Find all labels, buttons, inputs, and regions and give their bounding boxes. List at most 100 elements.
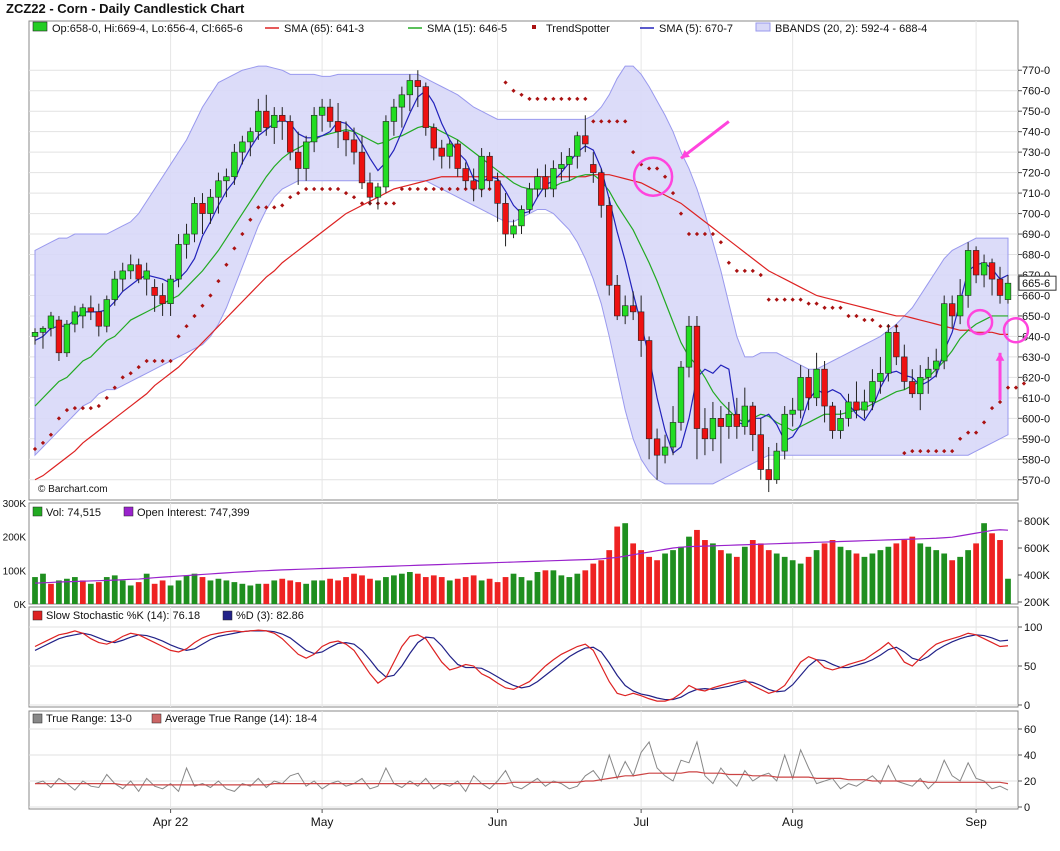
- volume-bar: [470, 575, 477, 604]
- volume-bar: [454, 578, 461, 604]
- last-price-label: 665-6: [1022, 278, 1050, 290]
- volume-bar: [885, 546, 892, 604]
- trendspotter-dot: [168, 358, 173, 364]
- volume-right-tick: 200K: [1024, 597, 1050, 609]
- candle: [350, 127, 358, 165]
- price-tick-label: 760-0: [1022, 86, 1050, 98]
- volume-bar: [630, 543, 637, 604]
- candle: [151, 279, 158, 312]
- trendspotter-dot: [128, 371, 133, 376]
- candle-body: [310, 114, 318, 143]
- candle: [956, 279, 964, 325]
- legend-label: %D (3): 82.86: [236, 610, 304, 622]
- trendspotter-dot: [966, 430, 971, 435]
- volume-bar: [127, 585, 134, 604]
- annotation-arrowhead: [681, 150, 690, 159]
- candle: [757, 418, 764, 480]
- chart-title: ZCZ22 - Corn - Daily Candlestick Chart: [6, 1, 245, 16]
- candle: [510, 219, 517, 239]
- trendspotter-dot: [423, 186, 428, 192]
- candle-body: [622, 305, 629, 317]
- candle: [988, 258, 996, 296]
- candle-body: [71, 311, 79, 325]
- candle-body: [885, 332, 892, 374]
- candle: [127, 254, 134, 280]
- tr-tick-label: 0: [1024, 802, 1030, 814]
- stoch-tick-label: 50: [1024, 661, 1036, 673]
- legend-swatch: [532, 25, 536, 29]
- candle: [454, 139, 461, 177]
- volume-bar: [566, 577, 573, 604]
- candle: [486, 152, 493, 189]
- tr-tick-label: 40: [1024, 750, 1036, 762]
- volume-bar: [550, 570, 557, 604]
- candle: [502, 193, 509, 247]
- trendspotter-dot: [216, 279, 221, 284]
- candle-body: [837, 418, 844, 431]
- volume-bar: [678, 546, 684, 604]
- candle-body: [159, 295, 166, 304]
- volume-bar: [893, 543, 900, 604]
- candle: [709, 401, 717, 452]
- atr-line: [35, 771, 1009, 786]
- candle: [263, 94, 270, 136]
- trendspotter-dot: [822, 305, 827, 310]
- price-tick-label: 740-0: [1022, 127, 1050, 139]
- trendspotter-dot: [208, 293, 213, 298]
- price-tick-label: 750-0: [1022, 106, 1050, 118]
- candle-body: [853, 401, 860, 411]
- volume-right-tick: 600K: [1024, 543, 1050, 555]
- volume-bar: [279, 578, 286, 604]
- volume-bar: [622, 523, 629, 604]
- volume-bar: [765, 550, 772, 604]
- open-interest-line: [34, 529, 1009, 584]
- volume-bar: [733, 556, 740, 604]
- candle-body: [366, 182, 374, 198]
- candle: [111, 270, 118, 306]
- candle-body: [494, 180, 501, 204]
- volume-bar: [359, 575, 365, 604]
- volume-bar: [95, 582, 102, 604]
- candle: [215, 172, 222, 214]
- trendspotter-dot: [200, 303, 205, 308]
- candle-body: [972, 250, 980, 276]
- volume-bar: [438, 577, 445, 604]
- volume-bar: [909, 536, 916, 604]
- volume-bar: [1005, 578, 1011, 604]
- legend-label: Vol: 74,515: [46, 507, 101, 519]
- trendspotter-dot: [391, 201, 397, 206]
- candle-body: [693, 325, 701, 429]
- candle: [653, 428, 661, 480]
- volume-bar: [287, 580, 294, 604]
- candle: [614, 275, 621, 321]
- candle-body: [598, 172, 605, 206]
- candle: [574, 131, 581, 169]
- candle: [247, 127, 254, 157]
- candle-body: [661, 446, 669, 456]
- volume-bar: [694, 529, 700, 604]
- candle-body: [151, 286, 158, 296]
- volume-bar: [375, 580, 381, 604]
- trendspotter-dot: [447, 186, 452, 192]
- candle-body: [31, 332, 39, 337]
- candle-body: [813, 368, 820, 399]
- price-tick-label: 650-0: [1022, 311, 1050, 323]
- trendspotter-dot: [838, 305, 843, 310]
- trendspotter-dot: [1005, 385, 1011, 390]
- volume-bar: [151, 583, 158, 604]
- trendspotter-dot: [942, 448, 947, 454]
- volume-bar: [446, 580, 453, 604]
- trendspotter-dot: [415, 186, 420, 192]
- candle: [693, 315, 701, 460]
- volume-bar: [614, 526, 621, 604]
- trendspotter-dot: [926, 448, 931, 454]
- candle-body: [526, 188, 533, 210]
- candle-body: [980, 262, 988, 276]
- legend-swatch: [32, 713, 43, 724]
- candle-body: [462, 168, 469, 182]
- volume-bar: [757, 543, 764, 604]
- candle: [933, 348, 940, 378]
- annotation-circle: [632, 156, 674, 197]
- volume-bar: [917, 543, 924, 604]
